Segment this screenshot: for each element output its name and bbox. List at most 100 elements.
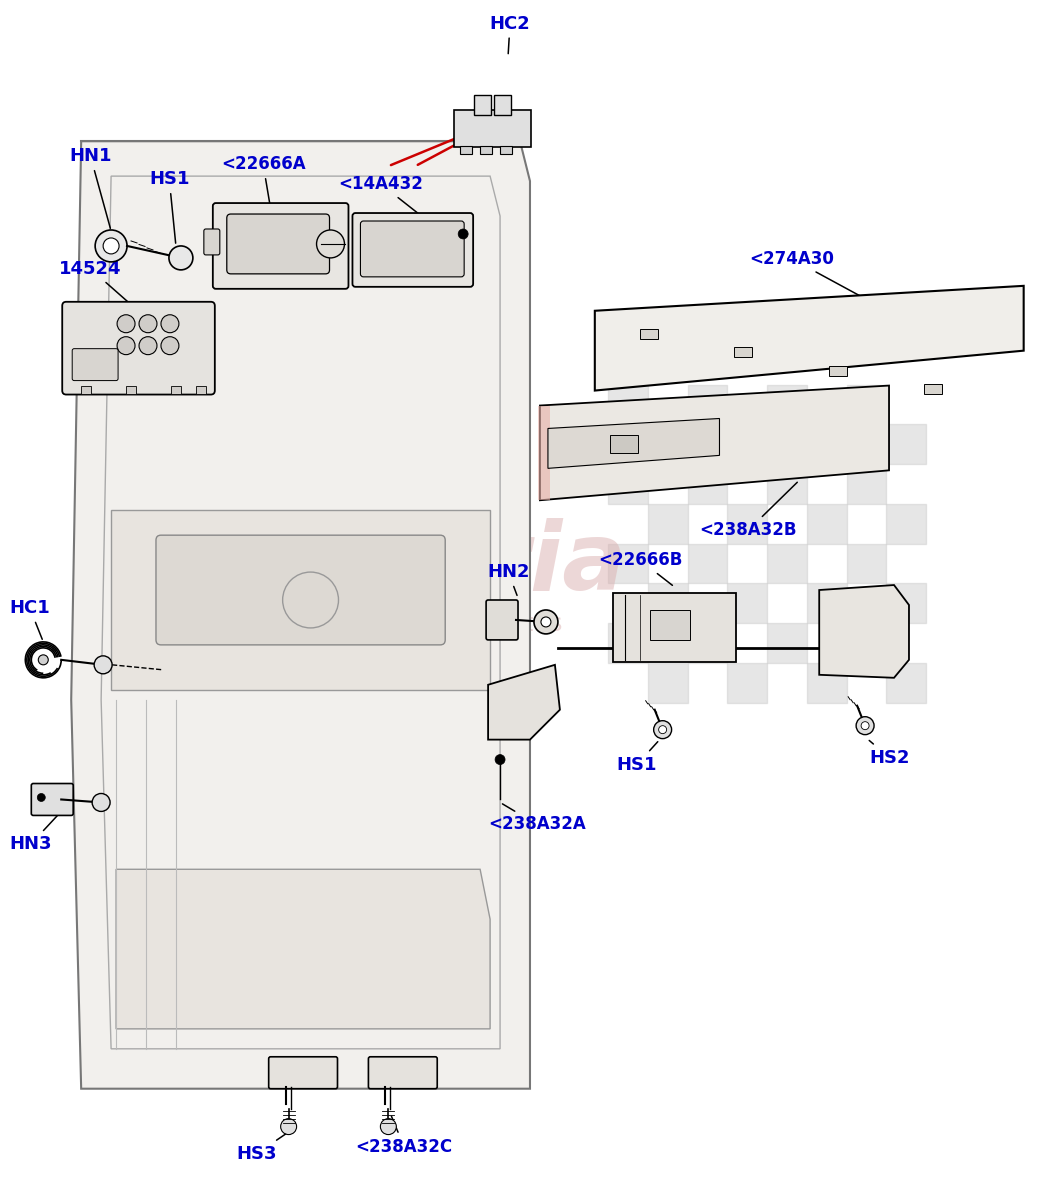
Text: HN3: HN3 [9,814,60,853]
Text: <22666A: <22666A [220,155,305,206]
Text: r  a  c  i  n  g     p  a  r  t  s: r a c i n g p a r t s [236,612,562,636]
Circle shape [856,716,874,734]
Bar [649,610,689,640]
Bar [648,662,688,703]
Bar [734,347,752,358]
Bar [648,425,688,464]
FancyBboxPatch shape [352,214,473,287]
Bar [829,366,848,376]
Circle shape [659,726,666,733]
Bar [847,384,886,425]
Bar [196,385,206,394]
Bar [886,504,926,544]
Bar [807,504,847,544]
Circle shape [534,610,558,634]
Bar [171,385,180,394]
Bar [767,623,807,662]
Text: <14A432: <14A432 [339,175,424,217]
Polygon shape [71,142,530,1088]
Text: <238A32C: <238A32C [356,1116,452,1156]
Bar [608,384,648,425]
Bar [847,544,886,583]
Bar [608,623,648,662]
Bar [886,425,926,464]
FancyBboxPatch shape [454,110,531,148]
Bar [608,544,648,583]
Circle shape [281,1118,297,1134]
Text: HN2: HN2 [487,563,530,595]
Circle shape [861,721,869,730]
Bar [924,384,942,395]
Circle shape [103,238,120,254]
Bar [648,504,688,544]
Bar [847,623,886,662]
FancyBboxPatch shape [494,95,511,115]
Text: HC1: HC1 [9,599,50,640]
Circle shape [95,230,127,262]
FancyBboxPatch shape [361,221,464,277]
Circle shape [140,337,157,355]
Circle shape [92,793,110,811]
Bar [807,583,847,623]
Bar [727,583,767,623]
Text: HS2: HS2 [869,740,909,767]
Text: <238A32A: <238A32A [488,804,585,834]
Circle shape [117,337,135,355]
Text: <238A32B: <238A32B [700,482,797,539]
FancyBboxPatch shape [368,1057,437,1088]
FancyBboxPatch shape [474,95,491,115]
Text: HN1: HN1 [69,148,111,228]
Circle shape [169,246,193,270]
Bar [767,464,807,504]
Polygon shape [548,419,720,468]
Polygon shape [819,586,909,678]
Bar [767,384,807,425]
Text: <22666B: <22666B [598,551,682,586]
Circle shape [458,229,468,239]
Circle shape [160,337,179,355]
Bar [648,583,688,623]
Text: HS1: HS1 [149,170,190,244]
Bar [461,146,472,154]
Circle shape [39,655,48,665]
FancyBboxPatch shape [72,349,119,380]
Circle shape [317,230,344,258]
Bar [609,436,638,454]
Bar [538,406,550,500]
FancyBboxPatch shape [156,535,445,644]
Bar [727,662,767,703]
Bar [688,384,727,425]
Bar [126,385,136,394]
FancyBboxPatch shape [213,203,348,289]
FancyBboxPatch shape [31,784,73,816]
Text: scuderia: scuderia [172,518,626,610]
Polygon shape [595,286,1024,390]
Bar [688,623,727,662]
Bar [807,662,847,703]
Polygon shape [540,385,890,500]
Bar [640,329,658,338]
Circle shape [495,755,505,764]
Circle shape [117,314,135,332]
Polygon shape [111,510,490,690]
Bar [500,146,512,154]
FancyBboxPatch shape [227,214,329,274]
Bar [727,425,767,464]
Circle shape [140,314,157,332]
FancyBboxPatch shape [613,593,736,662]
Bar [807,425,847,464]
Text: <274A30: <274A30 [749,250,866,300]
Bar [81,385,91,394]
FancyBboxPatch shape [486,600,518,640]
Text: HS1: HS1 [617,742,658,774]
Bar [847,464,886,504]
FancyBboxPatch shape [269,1057,338,1088]
Polygon shape [116,869,490,1028]
Bar [688,464,727,504]
Bar [480,146,492,154]
Bar [886,583,926,623]
Bar [886,662,926,703]
Text: HS3: HS3 [237,1132,288,1163]
Bar [767,544,807,583]
FancyBboxPatch shape [204,229,220,254]
